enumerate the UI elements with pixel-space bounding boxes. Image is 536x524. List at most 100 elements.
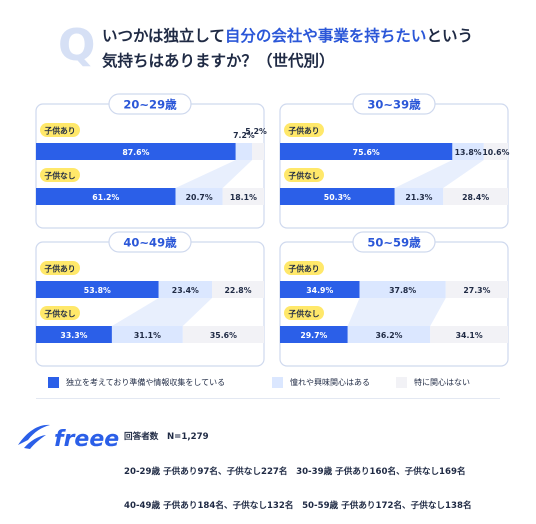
panel-title-pill [352, 93, 436, 115]
data-label: 87.6% [122, 148, 149, 157]
bar-interested [394, 188, 444, 205]
data-label: 23.4% [172, 286, 199, 295]
logo-text: freee [54, 427, 119, 452]
row-connector [175, 160, 253, 188]
data-label: 28.4% [462, 193, 489, 202]
category-label: 子供なし [44, 309, 75, 319]
bar-interested [175, 188, 223, 205]
row-connector [347, 298, 446, 326]
data-label: 36.2% [375, 331, 402, 340]
footer-line: 20-29歳 子供あり97名、子供なし227名 30-39歳 子供あり160名、… [124, 466, 466, 477]
legend-item-preparing: 独立を考えており準備や情報収集をしている [48, 374, 225, 390]
data-label: 13.8% [455, 148, 482, 157]
category-badge [40, 261, 80, 275]
category-label: 子供なし [44, 171, 75, 181]
data-label: 5.2% [245, 127, 267, 136]
panel-title-pill [108, 93, 192, 115]
data-label: 37.8% [389, 286, 416, 295]
legend: 独立を考えており準備や情報収集をしている 憧れや興味関心はある 特に関心はない [48, 374, 508, 390]
data-label: 35.6% [210, 331, 237, 340]
title-part-highlight: 自分の会社や事業を持ちたい [224, 27, 427, 45]
freee-logo: freee [18, 424, 119, 452]
panel-title: 40~49歳 [123, 236, 177, 250]
data-label: 18.1% [230, 193, 257, 202]
panel-title: 30~39歳 [367, 98, 421, 112]
legend-label: 憧れや興味関心はある [290, 377, 370, 387]
bar-preparing [280, 281, 360, 298]
panel-title: 50~59歳 [367, 236, 421, 250]
legend-swatch-gray [396, 376, 407, 388]
data-label: 10.6% [482, 148, 509, 157]
bar-not-interested [445, 281, 508, 298]
category-badge [284, 168, 324, 182]
bar-not-interested [430, 326, 508, 343]
category-badge [284, 123, 324, 137]
divider [36, 398, 500, 399]
category-badge [40, 306, 80, 320]
data-label: 22.8% [224, 286, 251, 295]
q-mark: Q [58, 20, 96, 71]
title-part-pre: いつかは独立して [102, 27, 225, 45]
bar-preparing [36, 188, 176, 205]
bar-not-interested [212, 281, 264, 298]
bar-interested [359, 281, 446, 298]
bar-preparing [36, 326, 112, 343]
data-label: 34.1% [456, 331, 483, 340]
bar-not-interested [182, 326, 264, 343]
legend-swatch-dark [48, 376, 59, 388]
data-label: 50.3% [324, 193, 351, 202]
bar-interested [452, 143, 484, 160]
category-badge [284, 306, 324, 320]
legend-swatch-light [272, 376, 283, 388]
bar-interested [235, 143, 253, 160]
category-label: 子供あり [288, 126, 319, 136]
bar-interested [347, 326, 431, 343]
category-badge [284, 261, 324, 275]
panel-title-pill [352, 231, 436, 253]
row-connector [394, 160, 484, 188]
data-label: 33.3% [60, 331, 87, 340]
data-label: 21.3% [405, 193, 432, 202]
bar-interested [111, 326, 183, 343]
panel-title-pill [108, 231, 192, 253]
category-label: 子供あり [44, 126, 75, 136]
bar-not-interested [222, 188, 264, 205]
data-label: 29.7% [300, 331, 327, 340]
data-label: 61.2% [92, 193, 119, 202]
bar-preparing [36, 143, 236, 160]
bar-preparing [280, 143, 453, 160]
row-connector [111, 298, 213, 326]
bar-preparing [280, 188, 395, 205]
data-label: 7.2% [233, 131, 255, 140]
category-badge [40, 123, 80, 137]
legend-item-not-interested: 特に関心はない [396, 374, 470, 390]
data-label: 53.8% [84, 286, 111, 295]
bar-not-interested [252, 143, 264, 160]
data-label: 27.3% [463, 286, 490, 295]
page-subtitle: 気持ちはありますか？（世代別） [102, 52, 335, 70]
data-label: 20.7% [186, 193, 213, 202]
page-title: いつかは独立して自分の会社や事業を持ちたいという [102, 24, 522, 49]
category-label: 子供あり [44, 264, 75, 274]
bar-interested [158, 281, 213, 298]
bird-icon [18, 424, 50, 445]
footer-line: 回答者数 N=1,279 [124, 432, 209, 442]
respondent-note: 回答者数 N=1,279 20-29歳 子供あり97名、子供なし227名 30-… [124, 409, 472, 524]
category-label: 子供なし [288, 171, 319, 181]
title-part-post: という [426, 27, 473, 45]
footer-line: 40-49歳 子供あり184名、子供なし132名 50-59歳 子供あり172名… [124, 501, 472, 511]
legend-label: 特に関心はない [414, 377, 470, 387]
panel-title: 20~29歳 [123, 98, 177, 112]
data-label: 75.6% [353, 148, 380, 157]
bar-not-interested [443, 188, 508, 205]
legend-label: 独立を考えており準備や情報収集をしている [66, 377, 226, 387]
legend-item-interested: 憧れや興味関心はある [272, 374, 370, 390]
data-label: 31.1% [134, 331, 161, 340]
category-label: 子供なし [288, 309, 319, 319]
bar-preparing [36, 281, 159, 298]
